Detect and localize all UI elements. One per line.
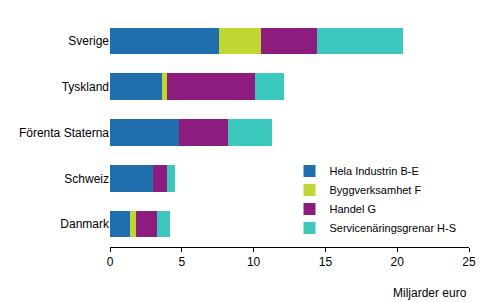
svg-text:Byggverksamhet F: Byggverksamhet F (330, 184, 422, 196)
svg-text:Sverige: Sverige (68, 34, 109, 48)
svg-text:20: 20 (391, 255, 405, 269)
svg-text:Danmark: Danmark (60, 217, 110, 231)
svg-text:15: 15 (319, 255, 333, 269)
svg-text:25: 25 (462, 255, 476, 269)
svg-text:5: 5 (178, 255, 185, 269)
svg-text:Hela Industrin B-E: Hela Industrin B-E (330, 165, 419, 177)
svg-text:Miljarder euro: Miljarder euro (393, 286, 467, 300)
svg-text:Servicenäringsgrenar H-S: Servicenäringsgrenar H-S (330, 222, 457, 234)
svg-text:Förenta Staterna: Förenta Staterna (19, 126, 109, 140)
svg-text:0: 0 (107, 255, 114, 269)
svg-text:10: 10 (247, 255, 261, 269)
svg-text:Handel G: Handel G (330, 203, 376, 215)
svg-text:Schweiz: Schweiz (64, 172, 109, 186)
svg-text:Tyskland: Tyskland (62, 80, 109, 94)
